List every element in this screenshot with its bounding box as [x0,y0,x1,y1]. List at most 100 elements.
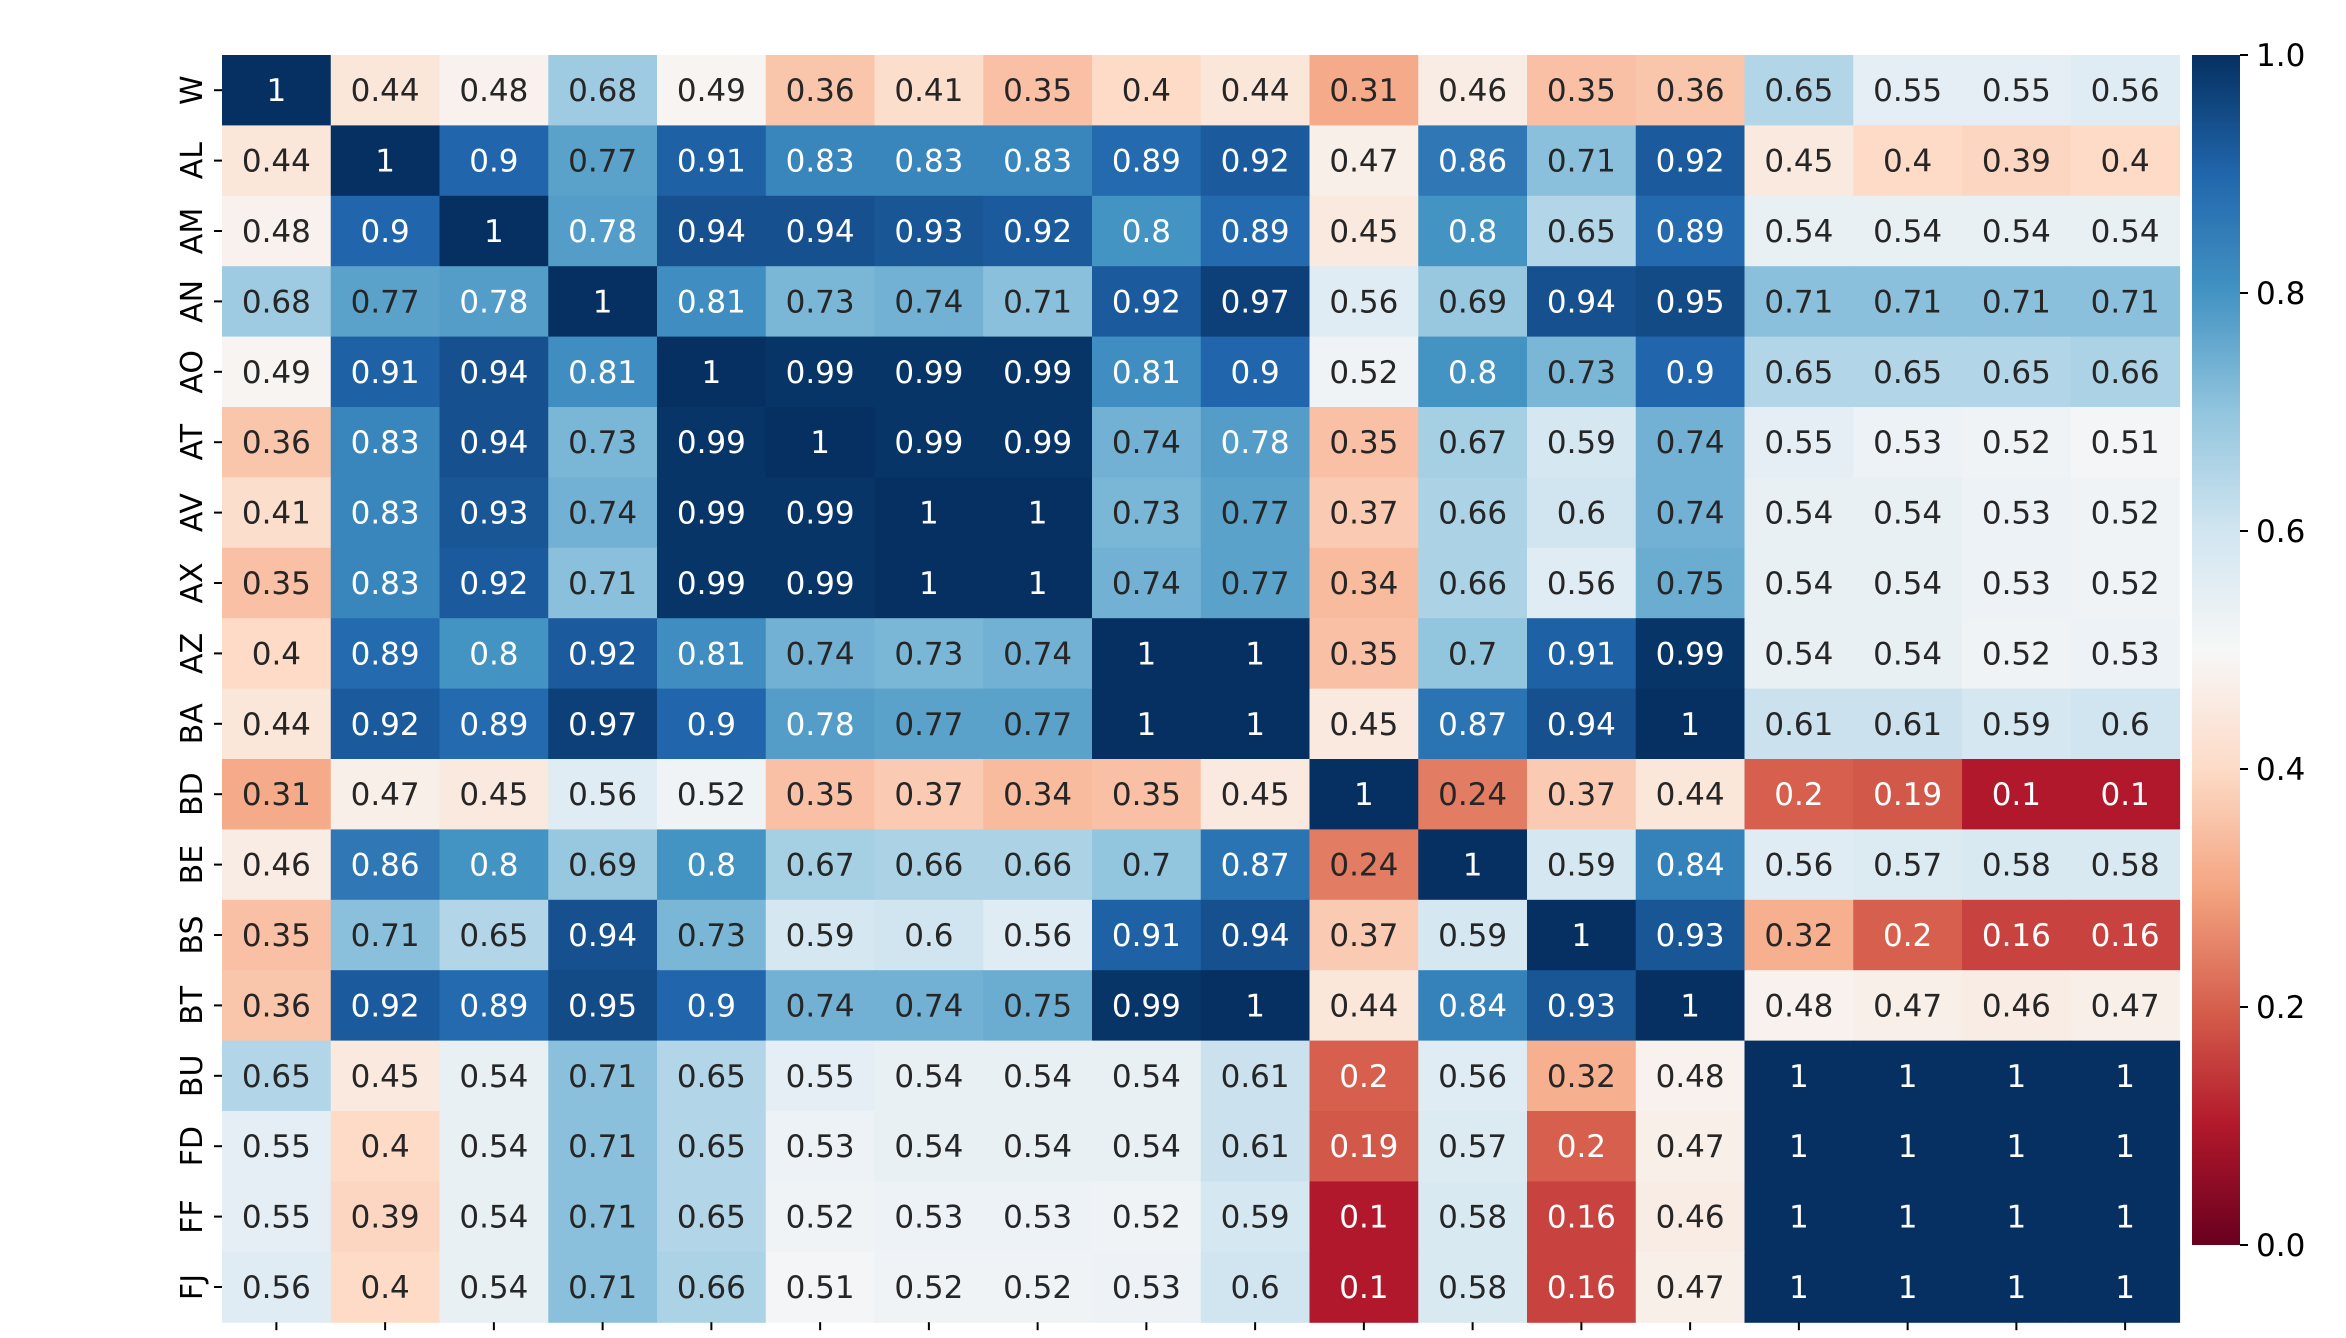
heatmap-cell [2070,618,2181,690]
heatmap-cell [1744,407,1854,478]
cell-value-label: 0.44 [1656,777,1725,813]
cell-value-label: 0.68 [242,284,311,320]
heatmap-cell [222,688,332,760]
cell-value-label: 0.83 [351,425,420,461]
cell-value-label: 0.56 [1003,918,1072,954]
heatmap-cell [548,970,658,1042]
cell-value-label: 0.54 [2091,214,2160,250]
heatmap-cell [439,759,549,830]
cell-value-label: 0.74 [894,988,963,1024]
cell-value-label: 0.1 [1339,1270,1388,1306]
heatmap-cell [1418,1040,1528,1112]
cell-value-label: 0.44 [242,144,311,180]
heatmap-cell [983,407,1093,478]
cell-value-label: 0.4 [360,1270,409,1306]
cell-value-label: 0.45 [1221,777,1290,813]
cell-value-label: 0.9 [1230,355,1279,391]
cell-value-label: 0.58 [2091,848,2160,884]
heatmap-cell [874,477,984,549]
heatmap-cell [1744,1181,1854,1253]
heatmap-cell [1527,195,1637,267]
heatmap-cell [1744,759,1854,830]
heatmap-cell [1962,1111,2072,1182]
cell-value-label: 1 [2007,1270,2027,1306]
cell-value-label: 0.83 [894,144,963,180]
heatmap-cell [1200,547,1311,619]
heatmap-cell [1853,1251,1963,1323]
cell-value-label: 0.92 [1112,284,1181,320]
cell-value-label: 0.97 [1221,284,1290,320]
cell-value-label: 0.37 [1329,918,1398,954]
cell-value-label: 0.89 [351,636,420,672]
cell-value-label: 0.65 [459,918,528,954]
cell-value-label: 0.71 [568,1270,637,1306]
heatmap-cell [1962,1251,2072,1323]
heatmap-cell [1853,899,1963,971]
cell-value-label: 0.39 [1982,144,2051,180]
cell-value-label: 0.97 [568,707,637,743]
cell-value-label: 0.94 [459,425,528,461]
heatmap-cell [1200,1181,1311,1253]
cell-value-label: 0.57 [1438,1129,1507,1165]
heatmap-cell [1200,477,1311,549]
heatmap-cell [1635,970,1746,1042]
cell-value-label: 0.66 [894,848,963,884]
heatmap-cell [439,899,549,971]
heatmap-cell [1635,266,1746,338]
heatmap-cell [1418,477,1528,549]
cell-value-label: 0.73 [1547,355,1616,391]
heatmap-cell [1744,125,1854,197]
cell-value-label: 0.36 [1656,73,1725,109]
cell-value-label: 0.75 [1003,988,1072,1024]
heatmap-cell [1092,195,1202,267]
colorbar-tick-label: 0.2 [2256,990,2305,1026]
cell-value-label: 0.99 [894,355,963,391]
heatmap-cell [983,899,1093,971]
heatmap-cell [1200,970,1311,1042]
heatmap-cell [874,336,984,408]
cell-value-label: 0.2 [1774,777,1823,813]
cell-value-label: 0.47 [1329,144,1398,180]
heatmap-cell [657,195,767,267]
heatmap-cell [222,336,332,408]
heatmap-cell [657,1251,767,1323]
heatmap-cell [330,688,441,760]
heatmap-cell [548,1040,658,1112]
cell-value-label: 0.52 [1982,636,2051,672]
cell-value-label: 1 [1898,1129,1918,1165]
heatmap-cell [1853,125,1963,197]
y-tick-label: AT [175,423,210,460]
cell-value-label: 0.9 [687,707,736,743]
cell-value-label: 0.99 [1656,636,1725,672]
cell-value-label: 0.61 [1764,707,1833,743]
cell-value-label: 0.66 [2091,355,2160,391]
cell-value-label: 0.77 [1003,707,1072,743]
heatmap-cell [1635,759,1746,830]
heatmap-cell [1309,55,1419,126]
heatmap-cell [1092,829,1202,901]
heatmap-cell [1962,266,2072,338]
heatmap-cell [1309,125,1419,197]
cell-value-label: 0.71 [1764,284,1833,320]
cell-value-label: 0.47 [351,777,420,813]
heatmap-cell [1744,1251,1854,1323]
cell-value-label: 0.54 [1764,496,1833,532]
y-tick-label: AN [175,280,210,323]
heatmap-cell [1744,336,1854,408]
cell-value-label: 0.56 [1764,848,1833,884]
heatmap-cell [983,688,1093,760]
heatmap-cell [1527,1111,1637,1182]
heatmap-cell [1853,407,1963,478]
heatmap-cell [1527,407,1637,478]
cell-value-label: 0.55 [1764,425,1833,461]
cell-value-label: 0.74 [1656,425,1725,461]
heatmap-cell [439,336,549,408]
cell-value-label: 0.51 [786,1270,855,1306]
cell-value-label: 0.92 [459,566,528,602]
heatmap-cell [1092,125,1202,197]
heatmap-cell [983,125,1093,197]
heatmap-cell [222,195,332,267]
cell-value-label: 0.99 [786,566,855,602]
